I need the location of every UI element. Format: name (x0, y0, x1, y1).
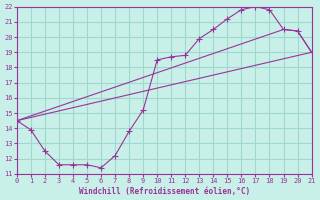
X-axis label: Windchill (Refroidissement éolien,°C): Windchill (Refroidissement éolien,°C) (79, 187, 250, 196)
